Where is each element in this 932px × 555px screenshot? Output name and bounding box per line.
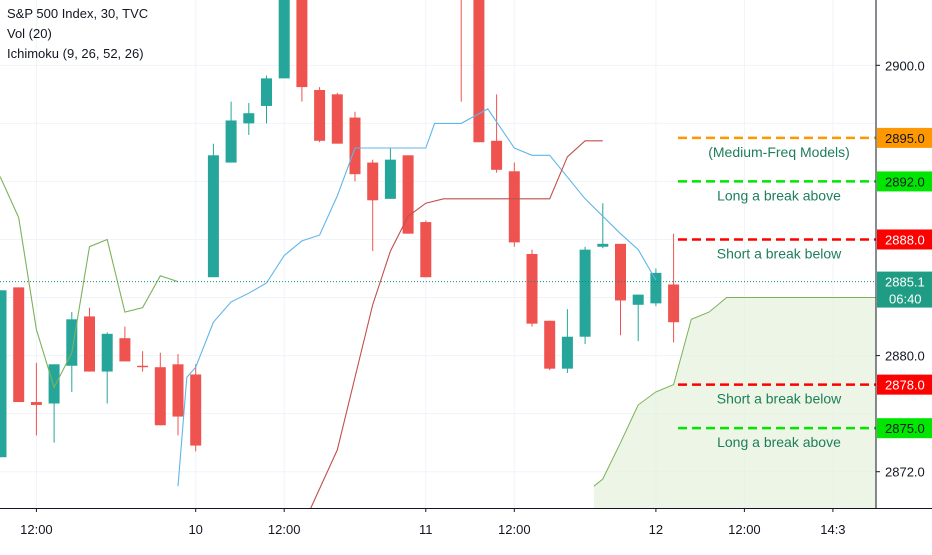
level-price-text: 2888.0 (885, 232, 925, 247)
candle-body (84, 316, 95, 372)
candle-body (615, 243, 626, 301)
last-price-label (877, 271, 932, 308)
candle-body (172, 364, 184, 417)
candle-body (473, 0, 485, 143)
level-annotation: Long a break above (717, 187, 841, 203)
candle-body (154, 367, 166, 426)
time-axis[interactable]: 12:00 10 12:00 11 12:00 12 12:00 14:3 (0, 508, 932, 550)
price-tick-label: 2872.0 (885, 465, 925, 480)
level-price-label (877, 171, 932, 192)
level-annotation: Short a break below (717, 245, 842, 261)
candle-body (66, 319, 78, 366)
level-price-label (877, 418, 932, 439)
level-annotation: (Medium-Freq Models) (708, 144, 850, 160)
time-tick-label: 12:00 (728, 522, 761, 537)
time-axis-bg (0, 508, 932, 550)
candle-body (261, 78, 272, 106)
countdown-text: 06:40 (889, 292, 922, 307)
candle-body (632, 294, 644, 305)
indicator-ichimoku[interactable]: Ichimoku (9, 26, 52, 26) (7, 46, 144, 61)
candle-body (367, 162, 379, 201)
time-tick-label: 11 (419, 522, 433, 537)
level-lines: (Medium-Freq Models) Long a break above Sh… (0, 136, 876, 450)
time-tick-label: 14:3 (820, 522, 845, 537)
ichimoku-cloud (593, 297, 876, 508)
candle-body (526, 254, 538, 324)
candle-body (668, 284, 680, 323)
price-tick-label: 2880.0 (885, 349, 925, 364)
candle-body (349, 117, 361, 175)
time-tick-label: 12:00 (498, 522, 531, 537)
candle-body (561, 336, 573, 369)
level-annotation: Long a break above (717, 434, 841, 450)
level-price-text: 2895.0 (885, 131, 925, 146)
kijun-line (310, 140, 603, 509)
time-tick-label: 12 (649, 522, 663, 537)
indicator-vol[interactable]: Vol (20) (7, 26, 52, 41)
candle-body (190, 374, 202, 446)
candle-body (48, 364, 60, 404)
candles (0, 0, 680, 458)
candle-body (384, 159, 396, 199)
cloud-edge-line (593, 297, 876, 487)
candle-body (0, 290, 7, 458)
candle-body (13, 287, 25, 403)
candle-body (119, 338, 131, 362)
indicator-legend: S&P 500 Index, 30, TVC Vol (20) Ichimoku… (7, 4, 148, 64)
candle-body (296, 0, 308, 88)
level-price-label (877, 229, 932, 250)
candle-body (508, 171, 520, 243)
level-price-label (877, 127, 932, 148)
candle-body (243, 113, 255, 124)
candle-body (278, 0, 290, 79)
time-tick-label: 10 (188, 522, 202, 537)
candle-body (30, 402, 42, 405)
level-price-text: 2892.0 (885, 174, 925, 189)
ichimoku-lines (0, 108, 657, 509)
candle-body (225, 120, 237, 163)
candle-body (544, 320, 556, 369)
candle-body (101, 333, 113, 372)
last-price-text: 2885.1 (885, 275, 925, 290)
time-tick-label: 12:00 (20, 522, 53, 537)
candle-body (207, 155, 219, 278)
candle-body (402, 155, 414, 234)
candle-body (420, 222, 432, 278)
tenkan-line (177, 108, 657, 487)
level-price-label (877, 374, 932, 395)
candle-body (650, 272, 662, 304)
candle-body (491, 140, 503, 170)
symbol-title[interactable]: S&P 500 Index, 30, TVC (7, 6, 149, 21)
time-tick-label: 12:00 (268, 522, 301, 537)
candle-body (137, 365, 149, 368)
price-tick-label: 2900.0 (885, 58, 925, 73)
candle-body (314, 89, 326, 141)
candle-body (597, 243, 609, 247)
level-annotation: Short a break below (717, 391, 842, 407)
lagging-span-line (0, 175, 179, 389)
level-price-text: 2875.0 (885, 421, 925, 436)
candle-body (331, 94, 343, 144)
level-price-text: 2878.0 (885, 378, 925, 393)
price-axis[interactable]: 2872.0 2880.0 2900.0 2895.0 2892.0 2888.0 2878… (875, 0, 932, 550)
cloud-area (593, 297, 876, 508)
candle-body (579, 249, 591, 337)
